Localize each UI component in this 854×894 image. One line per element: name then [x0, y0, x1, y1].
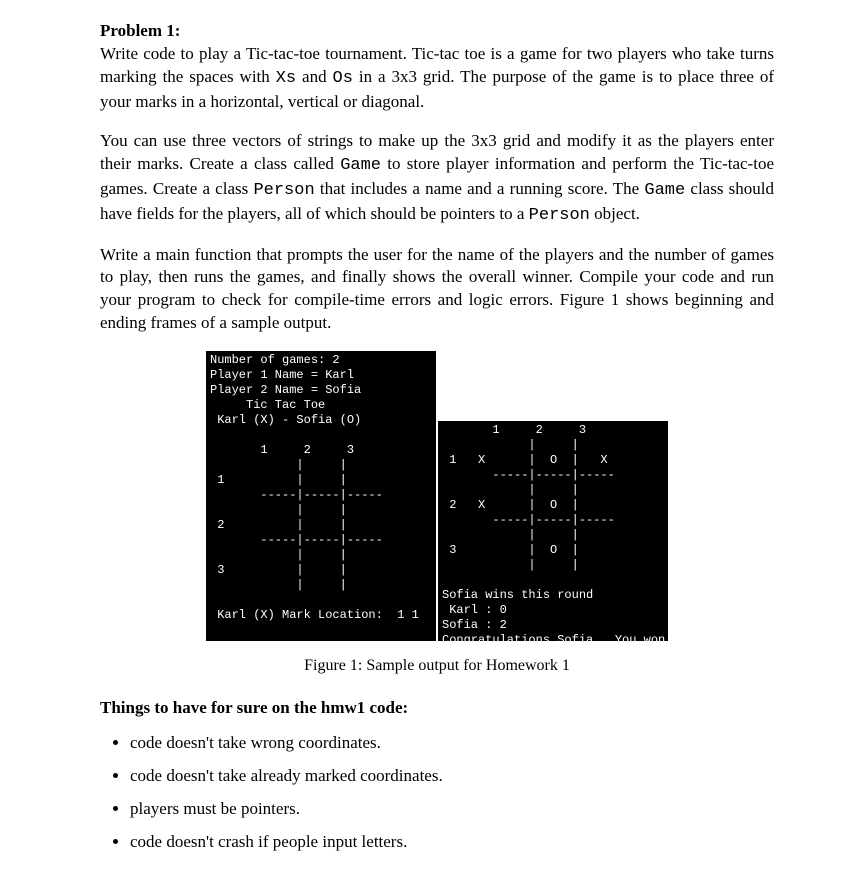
p2-code-game: Game: [340, 156, 381, 175]
document-page: Problem 1: Write code to play a Tic-tac-…: [0, 0, 854, 894]
p1-code-os: Os: [333, 69, 353, 88]
requirements-heading: Things to have for sure on the hmw1 code…: [100, 697, 774, 720]
p2-code-person2: Person: [529, 206, 590, 225]
p2-text-e: that includes a name and a running score…: [315, 179, 645, 198]
list-item: code doesn't crash if people input lette…: [130, 831, 774, 854]
p2-code-game2: Game: [644, 181, 685, 200]
problem-title: Problem 1:: [100, 20, 774, 43]
p2-code-person: Person: [253, 181, 314, 200]
figure-screenshots: Number of games: 2 Player 1 Name = Karl …: [100, 351, 774, 641]
paragraph-1: Write code to play a Tic-tac-toe tournam…: [100, 43, 774, 114]
p2-text-i: object.: [590, 204, 640, 223]
paragraph-3: Write a main function that prompts the u…: [100, 244, 774, 336]
figure-caption: Figure 1: Sample output for Homework 1: [100, 655, 774, 677]
list-item: players must be pointers.: [130, 798, 774, 821]
p1-code-xs: Xs: [276, 69, 296, 88]
paragraph-2: You can use three vectors of strings to …: [100, 130, 774, 228]
terminal-left: Number of games: 2 Player 1 Name = Karl …: [206, 351, 436, 641]
terminal-right: 1 2 3 | | 1 X | O | X -----|-----|----- …: [438, 421, 668, 641]
p1-text-c: and: [296, 67, 332, 86]
list-item: code doesn't take wrong coordinates.: [130, 732, 774, 755]
requirements-list: code doesn't take wrong coordinates. cod…: [130, 732, 774, 854]
list-item: code doesn't take already marked coordin…: [130, 765, 774, 788]
